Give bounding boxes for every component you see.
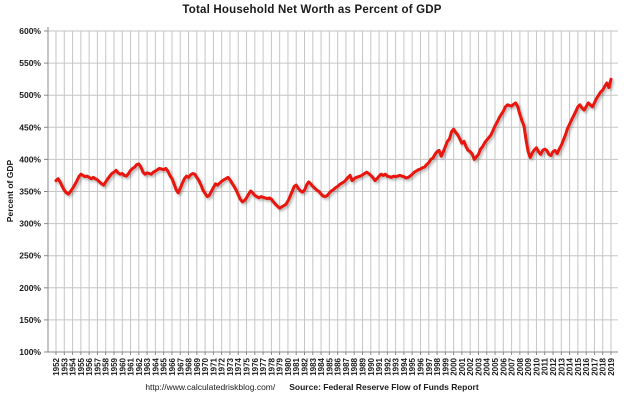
x-tick-label: 1985 xyxy=(325,357,334,375)
x-tick-label: 1989 xyxy=(358,357,367,375)
x-tick-label: 1968 xyxy=(185,357,194,375)
chart-footer: http://www.calculatedriskblog.com/Source… xyxy=(0,382,624,392)
x-tick-label: 1970 xyxy=(201,357,210,375)
x-tick-label: 1971 xyxy=(209,357,218,375)
x-tick-label: 1974 xyxy=(234,357,243,375)
x-tick-label: 1952 xyxy=(52,357,61,375)
x-tick-label: 1983 xyxy=(309,357,318,375)
x-tick-label: 2006 xyxy=(499,357,508,375)
x-tick-label: 1977 xyxy=(259,357,268,375)
x-tick-label: 2014 xyxy=(566,357,575,375)
x-tick-label: 1993 xyxy=(392,357,401,375)
x-tick-label: 1999 xyxy=(441,357,450,375)
y-tick-label: 100% xyxy=(19,347,41,357)
x-tick-label: 2011 xyxy=(541,357,550,375)
x-tick-label: 1957 xyxy=(93,357,102,375)
x-tick-label: 1958 xyxy=(102,357,111,375)
x-tick-label: 1981 xyxy=(292,357,301,375)
x-tick-label: 1995 xyxy=(408,357,417,375)
x-tick-label: 1979 xyxy=(276,357,285,375)
x-tick-label: 2009 xyxy=(524,357,533,375)
x-tick-label: 1956 xyxy=(85,357,94,375)
y-tick-label: 200% xyxy=(19,283,41,293)
x-tick-label: 1955 xyxy=(77,357,86,375)
x-tick-label: 1969 xyxy=(193,357,202,375)
y-tick-label: 250% xyxy=(19,251,41,261)
x-tick-label: 1991 xyxy=(375,357,384,375)
x-tick-label: 2003 xyxy=(474,357,483,375)
x-tick-label: 1997 xyxy=(425,357,434,375)
x-tick-label: 2007 xyxy=(508,357,517,375)
x-tick-label: 1954 xyxy=(69,357,78,375)
x-tick-label: 2004 xyxy=(483,357,492,375)
x-tick-label: 1963 xyxy=(143,357,152,375)
x-tick-label: 1994 xyxy=(400,357,409,375)
net-worth-line-series xyxy=(54,77,613,210)
x-tick-label: 1967 xyxy=(176,357,185,375)
x-tick-label: 2008 xyxy=(516,357,525,375)
x-tick-label: 1962 xyxy=(135,357,144,375)
x-tick-label: 1980 xyxy=(284,357,293,375)
x-tick-label: 2015 xyxy=(574,357,583,375)
y-tick-label: 500% xyxy=(19,90,41,100)
x-tick-label: 1966 xyxy=(168,357,177,375)
x-tick-label: 1992 xyxy=(383,357,392,375)
y-tick-label: 600% xyxy=(19,26,41,36)
x-tick-label: 1964 xyxy=(151,357,160,375)
x-tick-label: 1965 xyxy=(160,357,169,375)
x-tick-label: 2017 xyxy=(590,357,599,375)
x-tick-label: 1972 xyxy=(218,357,227,375)
footer-url: http://www.calculatedriskblog.com/ xyxy=(145,382,276,392)
x-tick-label: 1986 xyxy=(334,357,343,375)
x-tick-label: 2000 xyxy=(450,357,459,375)
x-tick-label: 1996 xyxy=(416,357,425,375)
x-tick-label: 2002 xyxy=(466,357,475,375)
x-tick-label: 1990 xyxy=(367,357,376,375)
x-tick-label: 1987 xyxy=(342,357,351,375)
x-tick-label: 2018 xyxy=(599,357,608,375)
x-tick-label: 1998 xyxy=(433,357,442,375)
y-tick-label: 150% xyxy=(19,315,41,325)
x-tick-label: 2010 xyxy=(532,357,541,375)
y-tick-label: 350% xyxy=(19,187,41,197)
x-tick-label: 2013 xyxy=(557,357,566,375)
x-tick-label: 2001 xyxy=(458,357,467,375)
y-tick-label: 400% xyxy=(19,154,41,164)
x-tick-label: 1978 xyxy=(267,357,276,375)
x-tick-label: 1975 xyxy=(243,357,252,375)
x-tick-label: 2019 xyxy=(607,357,616,375)
x-tick-label: 1976 xyxy=(251,357,260,375)
chart-title: Total Household Net Worth as Percent of … xyxy=(182,4,442,16)
x-tick-label: 2016 xyxy=(582,357,591,375)
x-tick-label: 1953 xyxy=(60,357,69,375)
footer-source: Source: Federal Reserve Flow of Funds Re… xyxy=(289,382,479,392)
x-tick-label: 1959 xyxy=(110,357,119,375)
y-tick-label: 550% xyxy=(19,58,41,68)
y-tick-label: 450% xyxy=(19,122,41,132)
x-tick-label: 1982 xyxy=(301,357,310,375)
x-tick-label: 1973 xyxy=(226,357,235,375)
y-tick-label: 300% xyxy=(19,219,41,229)
x-tick-label: 1988 xyxy=(350,357,359,375)
x-tick-label: 2005 xyxy=(491,357,500,375)
x-tick-label: 1960 xyxy=(118,357,127,375)
x-tick-label: 1961 xyxy=(127,357,136,375)
x-tick-label: 1984 xyxy=(317,357,326,375)
x-tick-label: 2012 xyxy=(549,357,558,375)
